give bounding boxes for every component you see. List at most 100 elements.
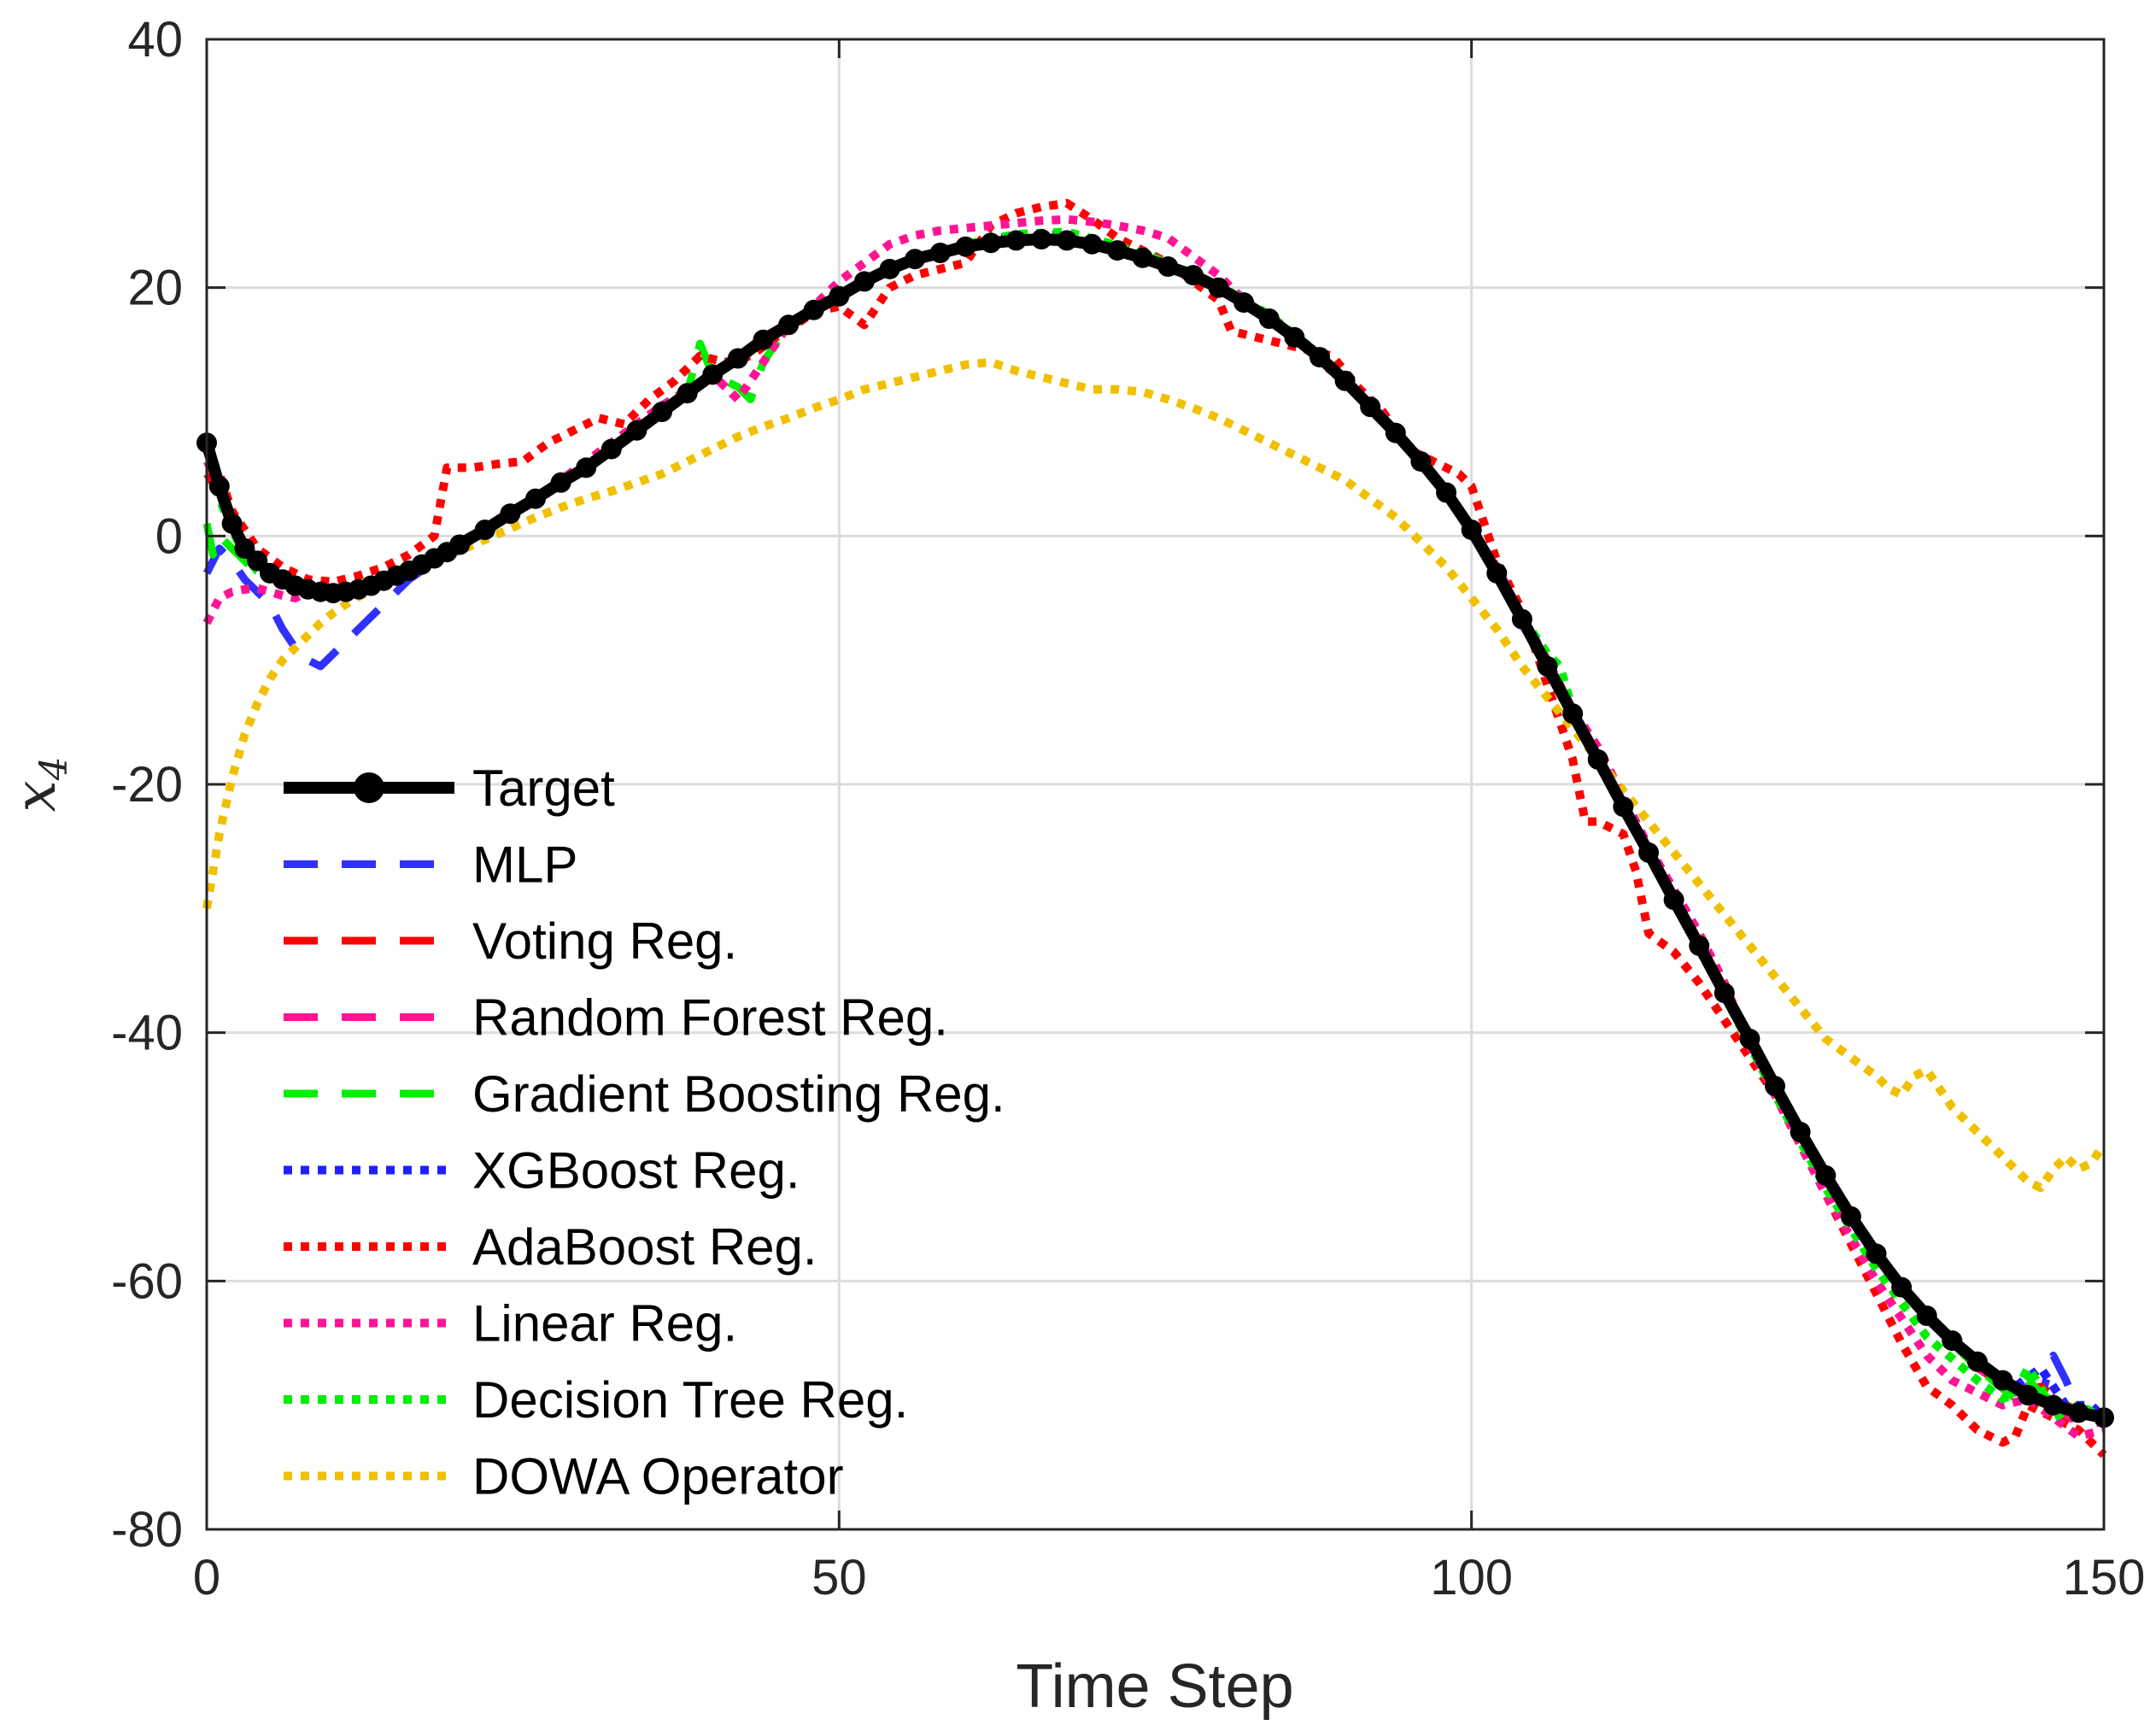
series-target-marker (500, 503, 521, 525)
series-target-marker (1056, 230, 1077, 251)
y-axis-title: x4 (3, 756, 76, 812)
legend-label-target: Target (472, 760, 615, 817)
series-target-marker (1840, 1206, 1861, 1227)
series-target-marker (1461, 519, 1482, 541)
series-target-marker (1866, 1243, 1887, 1265)
y-tick-label: 20 (127, 261, 183, 316)
series-target-marker (981, 232, 1001, 254)
axis-ticks: 0 50 100 150 -80 -60 -40 -20 0 20 40 (111, 12, 2145, 1605)
series-target-marker (1410, 451, 1432, 472)
series-target-marker (247, 550, 268, 572)
series-target-marker (1233, 292, 1255, 314)
series-target-marker (1966, 1351, 1988, 1372)
series-target-marker (778, 314, 800, 336)
series-target-marker (474, 519, 495, 541)
series-target-marker (879, 258, 900, 279)
series-target-marker (1663, 889, 1684, 911)
series-target-marker (525, 488, 546, 509)
series-target-marker (1790, 1121, 1811, 1142)
legend-marker-target (354, 772, 384, 803)
series-target-marker (1815, 1165, 1837, 1186)
series-target-marker (1157, 256, 1179, 277)
grid-lines (207, 39, 2104, 1529)
series-target-marker (449, 534, 471, 555)
legend-label-voting-reg: Voting Reg. (472, 912, 737, 970)
legend-label-adaboost-reg: AdaBoost Reg. (472, 1218, 817, 1276)
x-tick-label: 50 (811, 1550, 867, 1605)
series-target-marker (1132, 247, 1153, 268)
series-target-marker (955, 236, 976, 257)
x-tick-label: 100 (1430, 1550, 1513, 1605)
series-target-marker (753, 329, 774, 350)
x-axis-title: Time Step (1016, 1652, 1293, 1721)
legend-label-dowa-operator: DOWA Operator (472, 1448, 844, 1505)
series-target-marker (1334, 370, 1356, 391)
series-target-marker (1031, 229, 1052, 249)
series-target-marker (601, 438, 622, 460)
series-target-marker (1714, 983, 1735, 1004)
series-target-marker (1182, 265, 1204, 286)
series-target-marker (1208, 277, 1229, 298)
series-target-marker (829, 285, 850, 307)
series-target-marker (221, 513, 243, 534)
legend-label-linear-reg: Linear Reg. (472, 1295, 737, 1353)
x-tick-label: 150 (2063, 1550, 2146, 1605)
series-target-marker (1537, 655, 1558, 677)
y-tick-label: -20 (111, 757, 183, 813)
y-tick-label: 0 (155, 508, 183, 564)
series-target-marker (1511, 608, 1532, 630)
series-target-marker (803, 299, 824, 320)
y-axis-title-subscript: 4 (32, 756, 76, 781)
series-target-marker (208, 476, 230, 497)
legend-label-gradient-boosting-reg: Gradient Boosting Reg. (472, 1065, 1005, 1123)
y-tick-label: -60 (111, 1253, 183, 1309)
series-target-marker (2068, 1402, 2089, 1423)
series-target-marker (1916, 1306, 1937, 1326)
legend-label-mlp: MLP (472, 836, 577, 894)
series-target-marker (1436, 482, 1457, 503)
series-target-marker (1992, 1370, 2013, 1391)
series-target-marker (1005, 230, 1027, 251)
y-axis-title-main: x (3, 780, 68, 812)
series-target-marker (1284, 326, 1305, 348)
series-target-marker (1765, 1076, 1785, 1097)
legend-label-xgboost-reg: XGBoost Reg. (472, 1142, 800, 1200)
legend-label-decision-tree-reg: Decision Tree Reg. (472, 1371, 908, 1429)
x-tick-label: 0 (193, 1550, 220, 1605)
series-target-marker (1942, 1330, 1963, 1352)
series-target-marker (1739, 1028, 1761, 1049)
series-target-marker (1309, 347, 1330, 368)
series-target-marker (677, 383, 698, 404)
series-target-marker (550, 472, 571, 493)
series-target-marker (1486, 562, 1508, 584)
series-target-marker (2042, 1394, 2064, 1416)
series-target-marker (652, 402, 672, 422)
series-target-marker (1613, 796, 1634, 818)
series-target-marker (1562, 703, 1584, 725)
series-target-marker (576, 457, 597, 478)
series-target-marker (234, 537, 255, 559)
y-tick-label: 40 (127, 12, 183, 67)
series-target-marker (626, 420, 647, 441)
series-target-marker (929, 243, 951, 263)
series-target-marker (905, 249, 926, 270)
series-target-marker (1689, 935, 1710, 956)
series-target-marker (2018, 1385, 2039, 1405)
legend-label-random-forest-reg: Random Forest Reg. (472, 989, 948, 1047)
series-group (196, 198, 2114, 1458)
series-target-marker (1385, 422, 1406, 443)
series-target-marker (702, 364, 724, 385)
series-target-marker (853, 271, 875, 292)
y-tick-label: -40 (111, 1006, 183, 1061)
series-target-marker (1638, 842, 1659, 863)
legend: Target MLP Voting Reg. Random Forest Reg. Gr… (284, 760, 1005, 1505)
y-tick-label: -80 (111, 1502, 183, 1558)
series-target-marker (1891, 1276, 1913, 1298)
series-target-marker (1107, 240, 1128, 261)
series-target-marker (1081, 233, 1103, 255)
series-target-marker (1587, 748, 1608, 770)
svg-text:x4: x4 (3, 756, 76, 812)
series-target-marker (727, 348, 748, 369)
